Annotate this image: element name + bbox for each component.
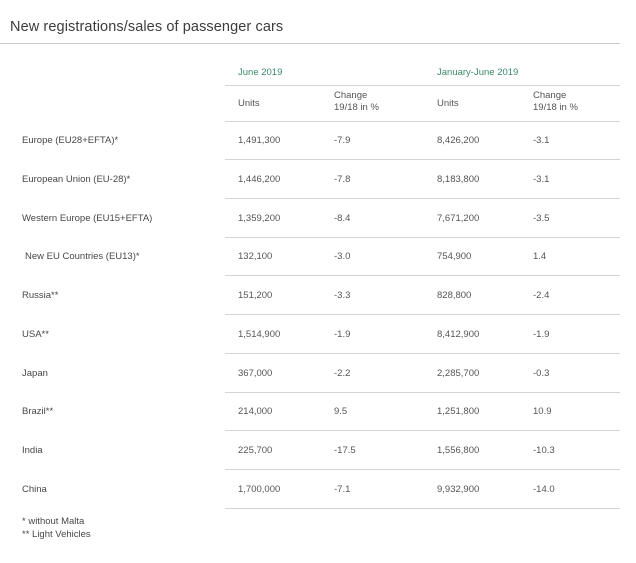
cell-ytd-units: 9,932,900: [437, 484, 480, 495]
row-divider: [225, 159, 620, 160]
row-label-western-europe: Western Europe (EU15+EFTA): [22, 213, 153, 224]
cell-ytd-units: 1,251,800: [437, 406, 480, 417]
footnote-without-malta: * without Malta: [22, 516, 85, 527]
row-divider: [225, 237, 620, 238]
row-divider: [225, 275, 620, 276]
header-divider: [225, 121, 620, 122]
row-label-new-eu-countries: New EU Countries (EU13)*: [25, 251, 140, 262]
cell-ytd-units: 828,800: [437, 290, 472, 301]
column-header-units-june: Units: [238, 98, 260, 109]
cell-ytd-change: -1.9: [533, 329, 550, 340]
cell-june-change: -8.4: [334, 213, 351, 224]
cell-june-change: -7.9: [334, 135, 351, 146]
row-label-usa: USA**: [22, 329, 49, 340]
cell-ytd-units: 8,183,800: [437, 174, 480, 185]
cell-ytd-change: 10.9: [533, 406, 552, 417]
cell-ytd-change: 1.4: [533, 251, 547, 262]
cell-ytd-change: -3.1: [533, 135, 550, 146]
row-divider: [225, 314, 620, 315]
row-divider: [225, 508, 620, 509]
cell-ytd-units: 2,285,700: [437, 368, 480, 379]
footnote-light-vehicles: ** Light Vehicles: [22, 529, 91, 540]
cell-june-change: -1.9: [334, 329, 351, 340]
cell-ytd-units: 8,412,900: [437, 329, 480, 340]
column-header-change-ytd-line1: Change: [533, 90, 567, 101]
row-divider: [225, 430, 620, 431]
cell-june-units: 1,491,300: [238, 135, 281, 146]
cell-june-change: -3.0: [334, 251, 351, 262]
cell-ytd-change: -3.1: [533, 174, 550, 185]
column-header-change-ytd-line2: 19/18 in %: [533, 102, 578, 113]
cell-june-units: 225,700: [238, 445, 273, 456]
row-label-india: India: [22, 445, 43, 456]
cell-june-change: -17.5: [334, 445, 356, 456]
cell-june-units: 367,000: [238, 368, 273, 379]
cell-ytd-change: -2.4: [533, 290, 550, 301]
row-label-china: China: [22, 484, 47, 495]
cell-june-units: 1,359,200: [238, 213, 281, 224]
row-label-japan: Japan: [22, 368, 48, 379]
cell-ytd-units: 1,556,800: [437, 445, 480, 456]
cell-june-units: 1,514,900: [238, 329, 281, 340]
row-label-europe: Europe (EU28+EFTA)*: [22, 135, 119, 146]
title-divider: [0, 43, 620, 44]
cell-june-change: -3.3: [334, 290, 351, 301]
table-title: New registrations/sales of passenger car…: [10, 19, 284, 35]
cell-ytd-units: 7,671,200: [437, 213, 480, 224]
row-divider: [225, 353, 620, 354]
cell-june-units: 1,446,200: [238, 174, 281, 185]
row-label-brazil: Brazil**: [22, 406, 54, 417]
column-header-units-ytd: Units: [437, 98, 459, 109]
column-header-change-june-line2: 19/18 in %: [334, 102, 379, 113]
cell-june-change: -7.8: [334, 174, 351, 185]
cell-ytd-units: 8,426,200: [437, 135, 480, 146]
period-june-2019: June 2019: [238, 67, 283, 78]
cell-ytd-units: 754,900: [437, 251, 472, 262]
cell-june-change: -2.2: [334, 368, 351, 379]
cell-ytd-change: -10.3: [533, 445, 555, 456]
cell-june-change: -7.1: [334, 484, 351, 495]
row-label-european-union: European Union (EU-28)*: [22, 174, 131, 185]
row-divider: [225, 198, 620, 199]
cell-june-units: 1,700,000: [238, 484, 281, 495]
cell-ytd-change: -3.5: [533, 213, 550, 224]
cell-june-units: 151,200: [238, 290, 273, 301]
cell-june-units: 132,100: [238, 251, 273, 262]
row-divider: [225, 392, 620, 393]
cell-ytd-change: -14.0: [533, 484, 555, 495]
column-header-change-june-line1: Change: [334, 90, 368, 101]
period-divider: [225, 85, 620, 86]
cell-june-units: 214,000: [238, 406, 273, 417]
period-jan-june-2019: January-June 2019: [437, 67, 519, 78]
row-divider: [225, 469, 620, 470]
row-label-russia: Russia**: [22, 290, 59, 301]
cell-ytd-change: -0.3: [533, 368, 550, 379]
cell-june-change: 9.5: [334, 406, 348, 417]
